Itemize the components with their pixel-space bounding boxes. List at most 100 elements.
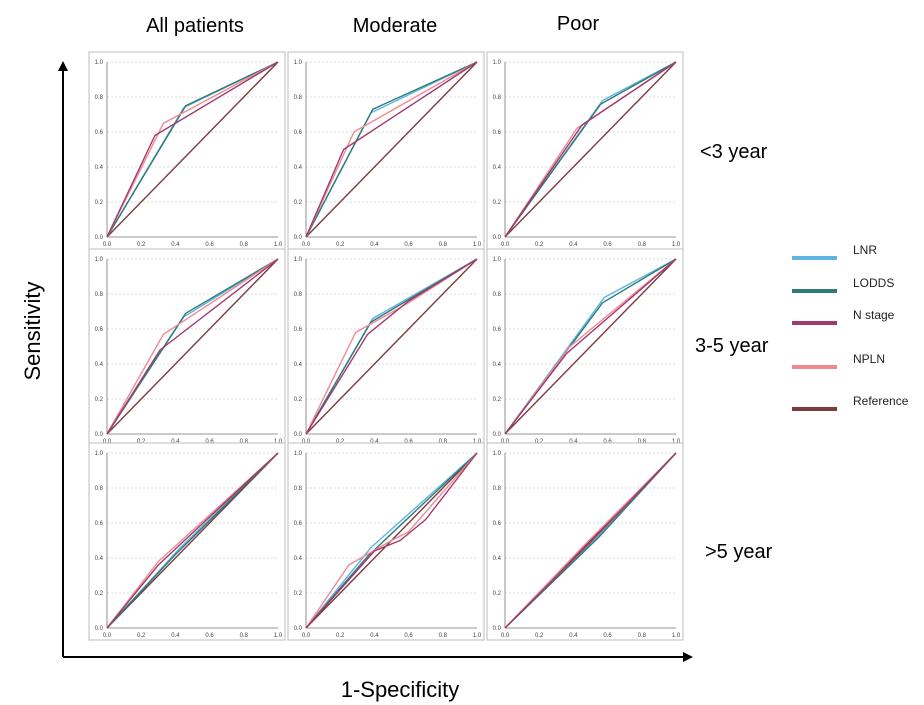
x-tick-label: 0.6	[603, 439, 612, 445]
y-tick-label: 0.4	[294, 362, 303, 368]
x-tick-label: 0.2	[535, 633, 544, 639]
legend-item-lnr: LNR	[792, 243, 877, 260]
x-tick-label: 0.8	[240, 242, 249, 248]
x-tick-label: 0.4	[171, 633, 180, 639]
y-tick-label: 0.8	[493, 292, 502, 298]
series-line-reference	[504, 258, 677, 435]
legend-item-reference: Reference	[792, 394, 909, 411]
series-line-n-stage	[504, 452, 677, 629]
y-tick-label: 0.6	[294, 130, 303, 136]
panel-grid: 0.00.20.40.60.81.00.0 0.2 0.4 0.6 0.8 1.00.00…	[88, 51, 684, 641]
series-line-lodds	[504, 452, 677, 629]
series-line-lodds	[305, 61, 478, 238]
y-tick-label: 0.4	[294, 556, 303, 562]
series-line-reference	[305, 61, 478, 238]
x-tick-label: 1.0	[274, 242, 283, 248]
y-tick-label: 0.0	[493, 432, 502, 438]
x-tick-label: 0.8	[638, 242, 647, 248]
series-line-n-stage	[305, 452, 478, 629]
x-tick-label: 0.0	[103, 633, 112, 639]
y-tick-label: 1.0	[493, 451, 502, 457]
x-tick-label: 0.2	[336, 633, 345, 639]
roc-panel-1-1: 0.0 0.2 0.4 0.6 0.8 1.0 0.0 0.2 0.4 0.6 0.8 1.0	[88, 51, 286, 250]
x-tick-label: 0.2	[535, 439, 544, 445]
y-tick-label: 0.4	[294, 165, 303, 171]
x-tick-label: 1.0	[672, 242, 681, 248]
y-tick-label: 0.4	[95, 556, 104, 562]
x-tick-label: 0.8	[240, 439, 249, 445]
y-tick-label: 0.8	[294, 292, 303, 298]
x-tick-label: 0.2	[137, 439, 146, 445]
y-tick-label: 0.0	[294, 235, 303, 241]
y-tick-label: 0.8	[294, 95, 303, 101]
x-tick-label: 0.2	[137, 242, 146, 248]
y-tick-label: 0.6	[493, 130, 502, 136]
y-tick-label: 1.0	[493, 257, 502, 263]
x-tick-label: 0.4	[370, 633, 379, 639]
x-tick-label: 0.8	[240, 633, 249, 639]
y-tick-label: 0.6	[95, 130, 104, 136]
x-tick-label: 1.0	[473, 439, 482, 445]
x-tick-label: 0.0	[501, 242, 510, 248]
x-tick-label: 0.8	[638, 633, 647, 639]
y-tick-label: 0.4	[95, 362, 104, 368]
panel-frame	[287, 248, 485, 447]
x-tick-label: 0.0	[103, 242, 112, 248]
y-tick-label: 0.6	[294, 521, 303, 527]
x-tick-label: 1.0	[672, 439, 681, 445]
x-tick-label: 0.4	[569, 242, 578, 248]
y-tick-label: 0.4	[95, 165, 104, 171]
series-line-npln	[305, 61, 478, 238]
x-tick-label: 0.0	[302, 242, 311, 248]
y-tick-label: 1.0	[95, 60, 104, 66]
y-tick-label: 0.4	[493, 165, 502, 171]
y-tick-label: 0.2	[95, 200, 104, 206]
y-tick-label: 0.8	[493, 95, 502, 101]
series-line-n-stage	[106, 452, 279, 629]
row-title-gt5: >5 year	[705, 541, 773, 563]
y-tick-label: 1.0	[294, 60, 303, 66]
col-title-poor: Poor	[557, 13, 600, 35]
series-line-lodds	[106, 452, 279, 629]
series-line-lodds	[106, 61, 279, 238]
y-tick-label: 0.8	[95, 486, 104, 492]
y-tick-label: 1.0	[294, 257, 303, 263]
x-tick-label: 0.4	[370, 439, 379, 445]
panel-frame	[287, 51, 485, 250]
series-line-reference	[504, 61, 677, 238]
roc-panel-3-1: 0.0 0.2 0.4 0.6 0.8 1.0 0.0 0.2 0.4 0.6 0.8 1.0	[88, 442, 286, 641]
x-tick-label: 0.6	[205, 633, 214, 639]
y-tick-label: 0.2	[493, 397, 502, 403]
roc-panel-1-3: 0.0 0.2 0.4 0.6 0.8 1.0 0.0 0.2 0.4 0.6 0.8 1.0	[486, 51, 684, 250]
x-tick-label: 0.4	[370, 242, 379, 248]
y-tick-label: 0.6	[95, 521, 104, 527]
x-tick-label: 0.0	[501, 439, 510, 445]
y-tick-label: 1.0	[95, 257, 104, 263]
y-tick-label: 0.2	[294, 591, 303, 597]
y-tick-label: 0.6	[493, 521, 502, 527]
roc-panel-3-3: 0.0 0.2 0.4 0.6 0.8 1.0 0.0 0.2 0.4 0.6 0.8 1.0	[486, 442, 684, 641]
x-tick-label: 0.6	[404, 242, 413, 248]
x-tick-label: 0.6	[205, 242, 214, 248]
panel-frame	[486, 442, 684, 641]
row-title-3-5: 3-5 year	[695, 335, 769, 357]
x-tick-label: 0.4	[171, 242, 180, 248]
x-tick-label: 0.4	[569, 633, 578, 639]
y-tick-label: 0.2	[294, 200, 303, 206]
y-tick-label: 1.0	[493, 60, 502, 66]
legend-label: NPLN	[853, 352, 885, 366]
series-line-reference	[305, 258, 478, 435]
y-tick-label: 0.8	[95, 95, 104, 101]
y-tick-label: 0.2	[95, 591, 104, 597]
series-line-n-stage	[106, 61, 279, 238]
roc-panel-2-3: 0.0 0.2 0.4 0.6 0.8 1.0 0.0 0.2 0.4 0.6 0.8 1.0	[486, 248, 684, 447]
col-title-moderate: Moderate	[353, 15, 438, 37]
legend-label: N stage	[853, 308, 895, 322]
x-tick-label: 1.0	[672, 633, 681, 639]
series-line-npln	[106, 452, 279, 629]
x-tick-label: 0.6	[404, 633, 413, 639]
col-title-all-patients: All patients	[146, 15, 244, 37]
x-tick-label: 1.0	[473, 242, 482, 248]
